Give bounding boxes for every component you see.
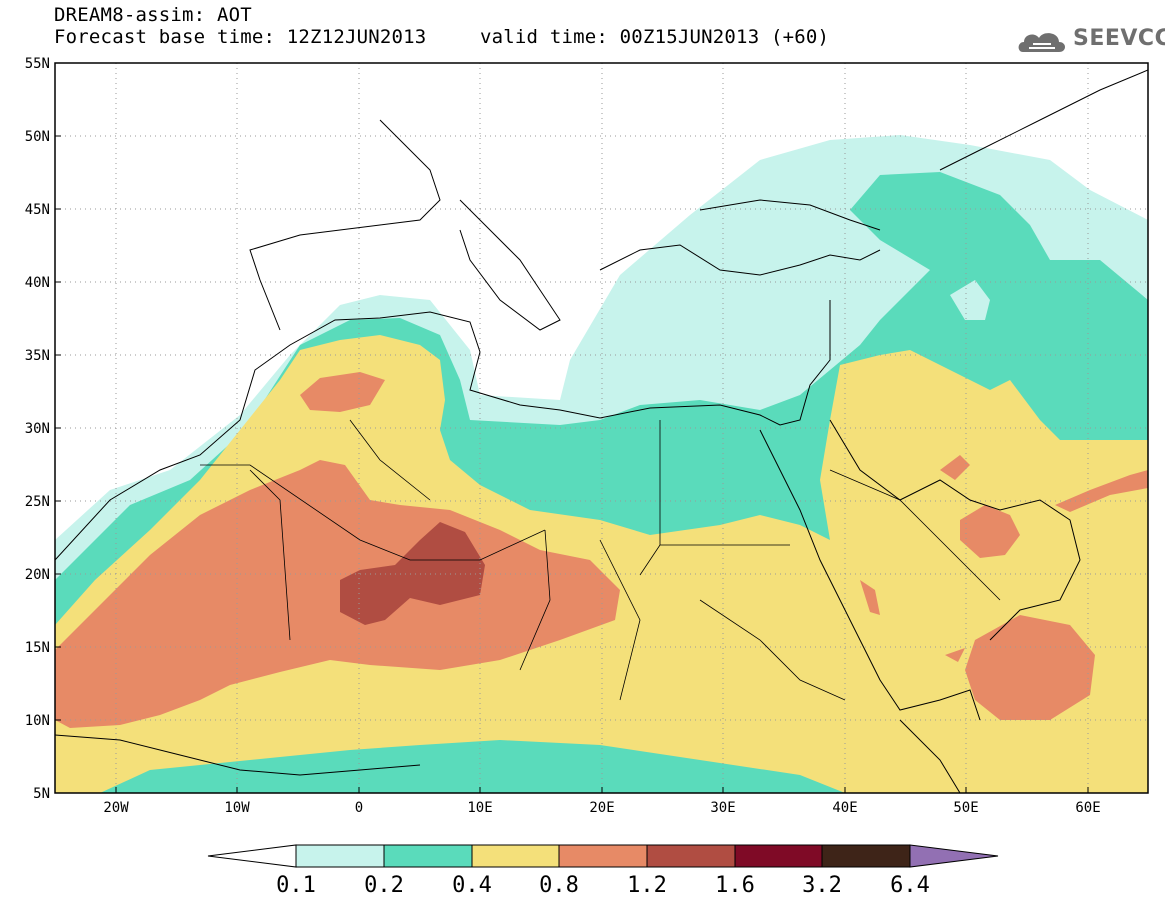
colorbar-label: 0.8 — [539, 873, 579, 898]
colorbar-label: 0.4 — [452, 873, 492, 898]
colorbar-swatch — [558, 844, 648, 868]
country-borders — [200, 419, 1001, 701]
colorbar-label: 1.2 — [627, 873, 667, 898]
latitude-labels: 55N 50N 45N 40N 35N 30N 25N 20N 15N 10N … — [25, 56, 50, 802]
lat-label: 45N — [25, 202, 50, 218]
lat-label: 20N — [25, 567, 50, 583]
colorbar-label: 0.2 — [364, 873, 404, 898]
lon-label: 20E — [589, 800, 614, 816]
lon-label: 60E — [1075, 800, 1100, 816]
colorbar-label: 0.1 — [276, 873, 316, 898]
title-valid-time: valid time: 00Z15JUN2013 (+60) — [480, 26, 830, 48]
lat-label: 30N — [25, 421, 50, 437]
colorbar-over-arrow — [909, 844, 999, 868]
aot-level-0.8 — [55, 372, 1148, 728]
lon-label: 40E — [832, 800, 857, 816]
lon-label: 50E — [953, 800, 978, 816]
title-variable: DREAM8-assim: AOT — [54, 4, 252, 26]
colorbar-swatch — [821, 844, 911, 868]
aot-field — [55, 63, 1148, 793]
colorbar-label: 3.2 — [802, 873, 842, 898]
colorbar-swatch — [646, 844, 736, 868]
lon-label: 30E — [710, 800, 735, 816]
lat-label: 25N — [25, 494, 50, 510]
coastlines — [55, 69, 1148, 793]
colorbar-swatch — [734, 844, 823, 868]
colorbar-swatch — [471, 844, 560, 868]
axis-ticks — [55, 62, 1089, 793]
cloud-logo-icon — [1018, 33, 1065, 52]
colorbar-labels: 0.1 0.2 0.4 0.8 1.2 1.6 3.2 6.4 — [276, 873, 930, 898]
title-base-time: Forecast base time: 12Z12JUN2013 — [54, 26, 427, 48]
colorbar-label: 1.6 — [715, 873, 755, 898]
lat-label: 50N — [25, 129, 50, 145]
lat-label: 35N — [25, 348, 50, 364]
lat-label: 15N — [25, 640, 50, 656]
lon-label: 20W — [103, 800, 129, 816]
graticule — [55, 63, 1148, 793]
colorbar-under-arrow — [207, 844, 297, 868]
logo-text: SEEVCCC — [1073, 26, 1165, 51]
longitude-labels: 20W 10W 0 10E 20E 30E 40E 50E 60E — [103, 800, 1100, 816]
colorbar-swatch — [295, 844, 385, 868]
lon-label: 10W — [224, 800, 250, 816]
lat-label: 5N — [33, 786, 50, 802]
lat-label: 55N — [25, 56, 50, 72]
colorbar — [207, 844, 999, 868]
lat-label: 40N — [25, 275, 50, 291]
lon-label: 0 — [355, 800, 363, 816]
lon-label: 10E — [467, 800, 492, 816]
lat-label: 10N — [25, 713, 50, 729]
colorbar-swatch — [383, 844, 473, 868]
colorbar-label: 6.4 — [890, 873, 930, 898]
aot-level-1.2 — [340, 522, 485, 625]
